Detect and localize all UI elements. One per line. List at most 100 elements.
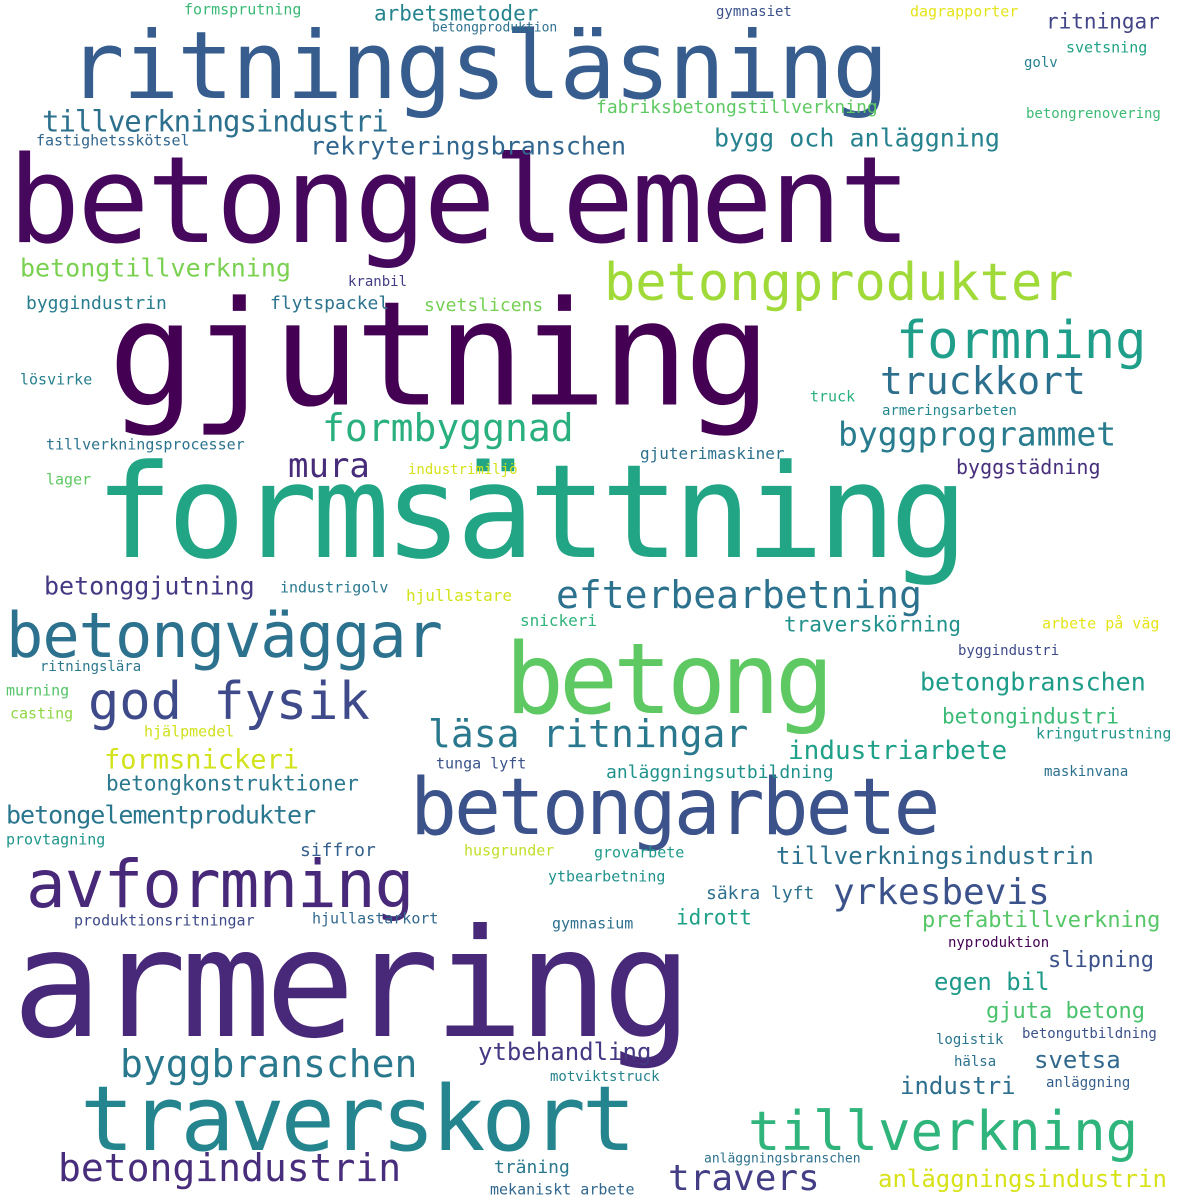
word: fastighetsskötsel	[36, 131, 190, 150]
word: formning	[896, 311, 1147, 371]
word: produktionsritningar	[74, 911, 255, 930]
word: anläggningsutbildning	[606, 762, 834, 783]
word: industrigolv	[280, 578, 389, 597]
word: formbyggnad	[322, 406, 574, 450]
word: logistik	[936, 1032, 1004, 1048]
word: byggindustri	[958, 643, 1060, 659]
word: fabriksbetongstillverkning	[596, 97, 878, 118]
word: läsa ritningar	[428, 712, 749, 756]
word: betongindustri	[942, 704, 1120, 729]
word: industrimiljö	[408, 462, 518, 478]
word: hälsa	[954, 1054, 997, 1070]
word: betongutbildning	[1022, 1026, 1157, 1042]
word: tunga lyft	[436, 754, 527, 773]
word: lager	[46, 470, 92, 489]
word: industriarbete	[788, 736, 1008, 766]
word: anläggningsindustrin	[878, 1165, 1167, 1193]
word: betonggjutning	[44, 571, 255, 601]
word: arbete på väg	[1042, 614, 1160, 633]
word: träning	[494, 1157, 570, 1178]
word: formsnickeri	[104, 744, 300, 776]
word: hjullastarkort	[312, 909, 439, 928]
word: travers	[668, 1158, 820, 1199]
word: provtagning	[6, 830, 106, 849]
word: yrkesbevis	[833, 872, 1050, 913]
word: prefabtillverkning	[922, 908, 1161, 933]
word: slipning	[1048, 948, 1154, 973]
word: svetslicens	[424, 295, 544, 316]
word: ritningslära	[40, 659, 142, 675]
word: arbetsmetoder	[374, 1, 539, 26]
word: maskinvana	[1044, 764, 1129, 780]
word: betongkonstruktioner	[106, 771, 359, 796]
word: gymnasium	[552, 914, 634, 933]
word: efterbearbetning	[556, 573, 923, 617]
word: tillverkningsprocesser	[46, 435, 245, 454]
word: ritningsläsning	[68, 12, 889, 121]
word: egen bil	[934, 968, 1050, 996]
word: rekryteringsbranschen	[310, 131, 627, 161]
word: armering	[12, 898, 692, 1072]
word: dagrapporter	[910, 2, 1019, 21]
word: svetsning	[1066, 38, 1148, 57]
word: byggprogrammet	[838, 414, 1117, 454]
word: traverskort	[80, 1067, 636, 1172]
word: tillverkningsindustri	[42, 104, 389, 139]
word: gjuta betong	[986, 999, 1145, 1024]
word: byggindustrin	[26, 293, 167, 314]
word: anläggning	[1046, 1075, 1131, 1091]
word: motviktstruck	[550, 1069, 660, 1085]
word: traverskörning	[784, 612, 962, 637]
word: avformning	[26, 846, 414, 923]
word: truck	[810, 387, 856, 406]
word: tillverkning	[748, 1100, 1139, 1163]
word: betongelementprodukter	[6, 800, 316, 830]
word: nyproduktion	[948, 935, 1050, 951]
word: ritningar	[1046, 9, 1160, 34]
word: gymnasiet	[716, 4, 792, 20]
word: betongprodukter	[604, 253, 1074, 313]
word: tillverkningsindustrin	[776, 842, 1094, 870]
word: siffror	[300, 840, 376, 861]
word: flytspackel	[270, 293, 390, 314]
word: industri	[900, 1072, 1016, 1100]
word: anläggningsbranschen	[704, 1151, 861, 1167]
word: betongarbete	[410, 763, 941, 853]
word: betongproduktion	[432, 20, 558, 36]
word: snickeri	[520, 611, 598, 630]
word: casting	[10, 704, 74, 723]
word: lösvirke	[20, 370, 93, 389]
word: murning	[6, 681, 70, 700]
word: ytbehandling	[478, 1038, 652, 1066]
word: betongindustrin	[58, 1146, 402, 1190]
word: truckkort	[880, 359, 1086, 403]
word: god fysik	[88, 672, 370, 732]
word: golv	[1024, 55, 1058, 71]
word: armeringsarbeten	[882, 403, 1017, 419]
word: betongrenovering	[1026, 106, 1161, 122]
word: formsprutning	[184, 0, 302, 19]
word: gjuterimaskiner	[640, 444, 785, 463]
word: formsättning	[95, 436, 968, 588]
word: idrott	[676, 905, 752, 930]
word: gjutning	[108, 270, 771, 440]
word: ytbearbetning	[548, 867, 666, 886]
word: betongelement	[8, 132, 911, 271]
word: hjälpmedel	[144, 722, 235, 741]
word: byggstädning	[956, 455, 1101, 479]
word: grovarbete	[594, 843, 685, 862]
word: betong	[505, 623, 834, 737]
word: byggbranschen	[120, 1042, 418, 1086]
word: säkra lyft	[706, 883, 815, 904]
word: hjullastare	[406, 586, 512, 605]
word: mekaniskt arbete	[490, 1180, 635, 1199]
word: husgrunder	[464, 841, 555, 860]
word: betongtillverkning	[20, 253, 291, 283]
word: kranbil	[348, 274, 408, 290]
word: betongbranschen	[920, 667, 1146, 697]
word: mura	[288, 446, 370, 486]
word: svetsa	[1034, 1046, 1121, 1074]
word: betongväggar	[6, 599, 443, 672]
word: kringutrustning	[1036, 724, 1172, 743]
